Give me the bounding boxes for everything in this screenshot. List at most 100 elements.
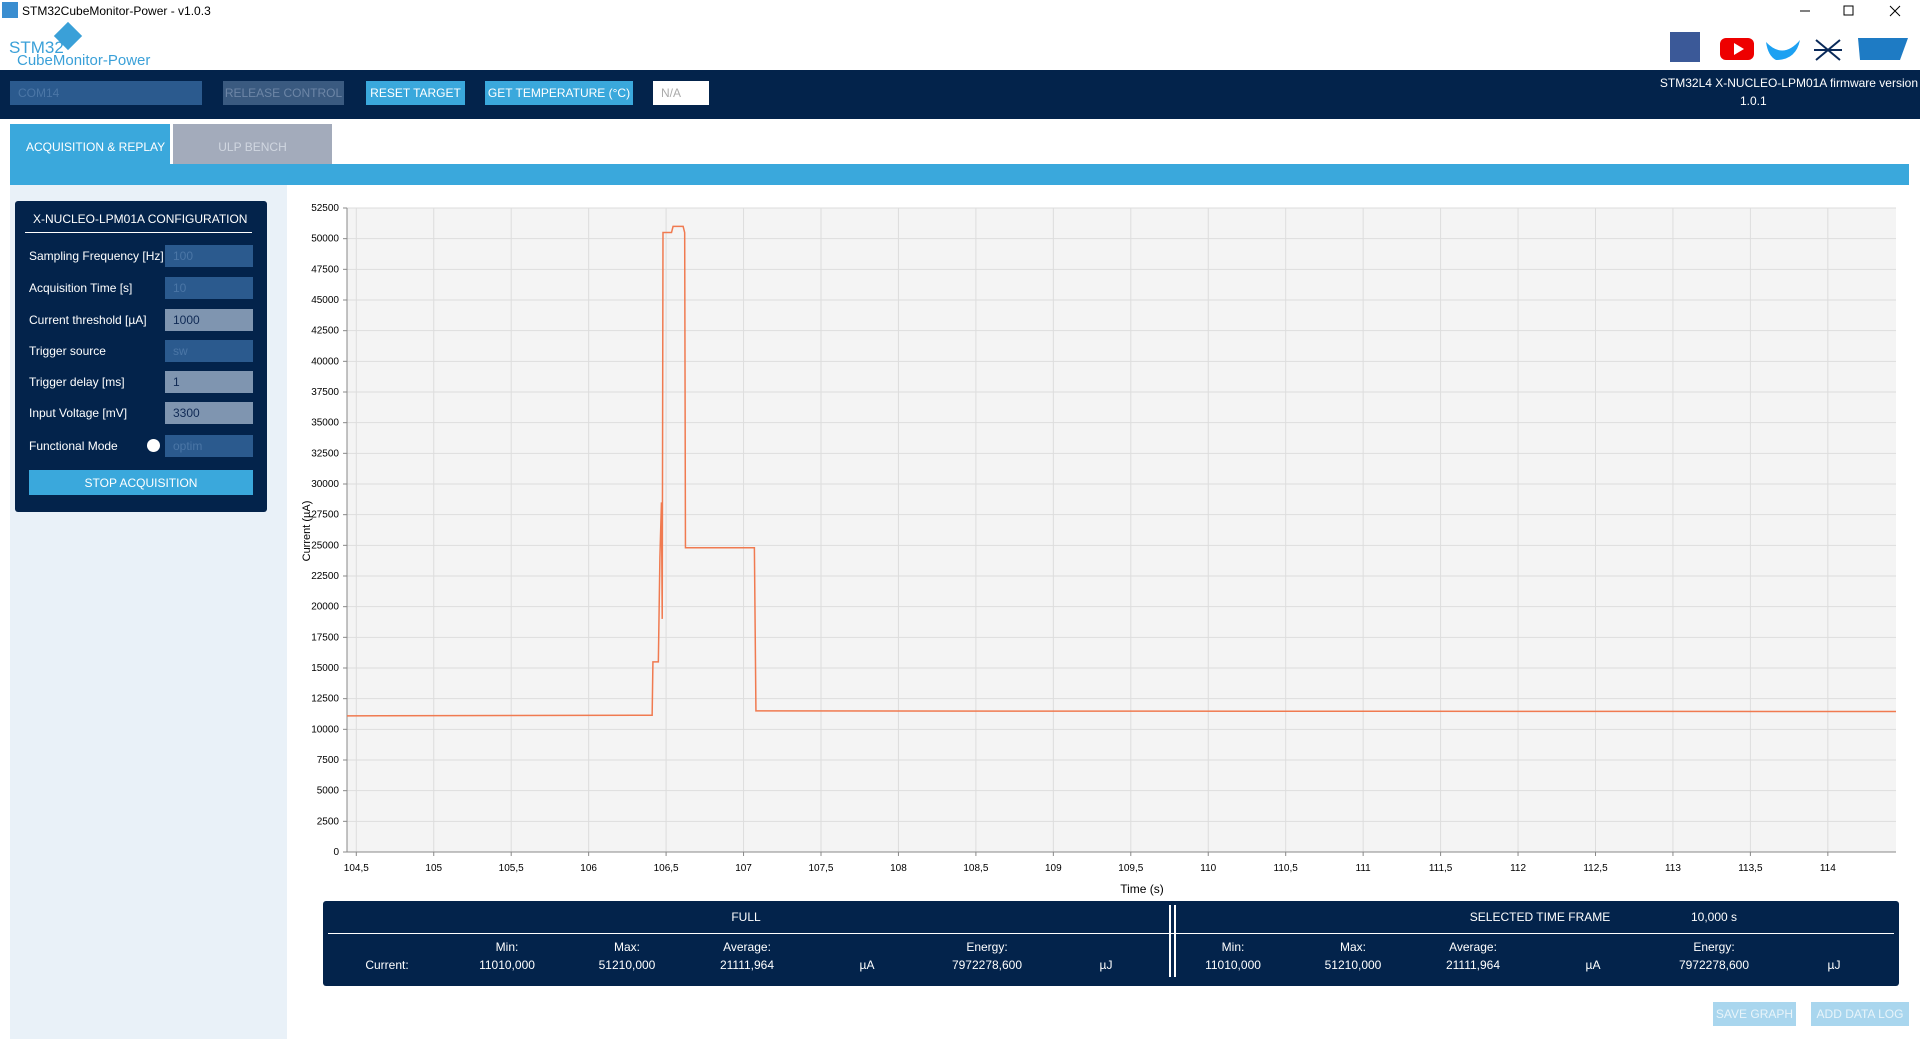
y-tick-label: 47500 (311, 264, 339, 275)
summary-value: 11010,000 (479, 958, 535, 972)
summary-value: 21111,964 (719, 958, 775, 972)
x-tick-label: 104,5 (344, 863, 369, 874)
y-axis-title: Current (µA) (301, 501, 313, 562)
firmware-version: 1.0.1 (1740, 94, 1767, 108)
x-axis-title: Time (s) (1120, 882, 1164, 896)
youtube-play (1734, 43, 1744, 55)
config-title: X-NUCLEO-LPM01A CONFIGURATION (33, 212, 248, 226)
summary-divider (1169, 905, 1171, 977)
x-tick-label: 106,5 (654, 863, 679, 874)
y-tick-label: 5000 (317, 786, 340, 797)
y-tick-label: 45000 (311, 295, 339, 306)
x-tick-label: 108,5 (963, 863, 988, 874)
x-tick-label: 113 (1665, 863, 1681, 874)
y-tick-label: 42500 (311, 326, 339, 337)
config-label: Current threshold [µA] (29, 313, 147, 327)
network-icon[interactable] (1814, 39, 1842, 61)
save-graph-button[interactable]: SAVE GRAPH (1713, 1002, 1796, 1026)
summary-header: Average: (723, 940, 771, 954)
app-icon (2, 2, 18, 18)
reset-button[interactable]: RESET TARGET (366, 81, 465, 105)
x-tick-label: 105,5 (499, 863, 524, 874)
tab-strip (10, 164, 1909, 185)
summary-header: Max: (1339, 940, 1367, 954)
st-logo[interactable] (1858, 38, 1908, 60)
x-tick-label: 106 (580, 863, 597, 874)
y-tick-label: 15000 (311, 663, 339, 674)
info-icon[interactable] (147, 439, 160, 452)
summary-value: 21111,964 (1445, 958, 1501, 972)
chart: Time (s) Current (µA) 0 2500 5000 7500 10000… (301, 203, 1897, 896)
config-label: Functional Mode (29, 439, 118, 453)
y-tick-label: 0 (333, 847, 339, 858)
config-underline (25, 232, 252, 233)
config-select[interactable]: 100 (165, 245, 253, 267)
twitter-icon[interactable] (1766, 40, 1800, 60)
summary-header: Energy: (1693, 940, 1735, 954)
summary-unit: µJ (1827, 958, 1841, 972)
summary-unit: µA (1585, 958, 1601, 972)
y-tick-label: 2500 (317, 816, 340, 827)
x-tick-label: 112 (1510, 863, 1526, 874)
x-tick-label: 108 (890, 863, 907, 874)
release-button[interactable]: RELEASE CONTROL (223, 81, 344, 105)
summary-value: 11010,000 (1205, 958, 1261, 972)
temperature-field: N/A (653, 81, 709, 105)
config-label: Input Voltage [mV] (29, 406, 128, 420)
logo-line2: CubeMonitor-Power (17, 52, 151, 69)
x-tick-label: 113,5 (1738, 863, 1763, 874)
x-tick-label: 110 (1200, 863, 1216, 874)
port-select[interactable]: COM14 (10, 81, 202, 105)
config-select[interactable]: 10 (165, 277, 253, 299)
y-tick-label: 25000 (311, 540, 339, 551)
y-tick-label: 20000 (311, 602, 339, 613)
config-label: Sampling Frequency [Hz] (29, 249, 164, 263)
y-tick-label: 27500 (311, 510, 339, 521)
social-icons (1670, 32, 1908, 62)
y-tick-label: 40000 (311, 356, 339, 367)
summary-value: 7972278,600 (1678, 958, 1750, 972)
add-data-log-button[interactable]: ADD DATA LOG (1811, 1002, 1909, 1026)
plot-area (347, 208, 1896, 852)
summary-header: Min: (495, 940, 519, 954)
config-input[interactable]: 1 (165, 371, 253, 393)
x-tick-label: 112,5 (1583, 863, 1608, 874)
x-tick-label: 111,5 (1429, 863, 1453, 874)
x-tick-label: 107 (735, 863, 752, 874)
summary-header: Min: (1221, 940, 1245, 954)
x-tick-label: 111 (1356, 863, 1372, 874)
firmware-label: STM32L4 X-NUCLEO-LPM01A firmware version (1659, 76, 1918, 90)
config-select[interactable]: optim (165, 435, 253, 457)
config-input[interactable]: 3300 (165, 402, 253, 424)
y-tick-label: 50000 (311, 234, 339, 245)
x-tick-label: 109,5 (1118, 863, 1143, 874)
stop-acquisition-button[interactable]: STOP ACQUISITION (29, 470, 253, 495)
summary-panel (323, 901, 1899, 986)
temperature-button[interactable]: GET TEMPERATURE (°C) (485, 81, 633, 105)
close[interactable] (1889, 5, 1901, 17)
logo-line1: STM32 (9, 38, 64, 57)
summary-unit: µA (859, 958, 875, 972)
config-input[interactable]: 1000 (165, 309, 253, 331)
y-tick-label: 37500 (311, 387, 339, 398)
x-tick-label: 105 (425, 863, 442, 874)
config-label: Acquisition Time [s] (29, 281, 133, 295)
summary-title: FULL (731, 910, 761, 924)
summary-value: 51210,000 (1324, 958, 1382, 972)
tab-ulp-bench[interactable]: ULP BENCH (173, 124, 332, 164)
y-tick-label: 17500 (311, 632, 339, 643)
window-controls (1800, 5, 1901, 17)
restore[interactable] (1843, 5, 1854, 16)
x-tick-label: 107,5 (808, 863, 833, 874)
facebook-icon[interactable] (1670, 32, 1700, 62)
x-tick-label: 114 (1820, 863, 1836, 874)
y-tick-label: 7500 (317, 755, 340, 766)
summary-divider (1174, 905, 1176, 977)
window-title: STM32CubeMonitor-Power - v1.0.3 (22, 4, 211, 18)
summary-row-label: Current: (365, 958, 409, 972)
y-tick-label: 32500 (311, 448, 339, 459)
summary-value: 51210,000 (598, 958, 656, 972)
config-select[interactable]: sw (165, 340, 253, 362)
summary-duration: 10,000 s (1690, 910, 1738, 924)
